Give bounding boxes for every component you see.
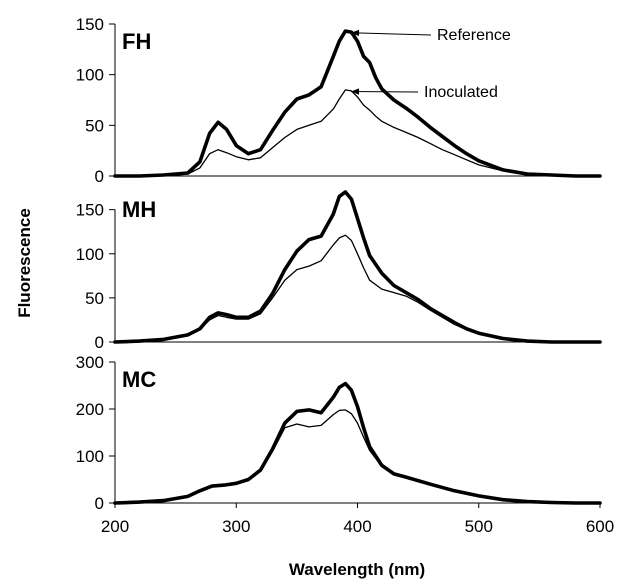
panel-label-mh: MH bbox=[122, 197, 156, 222]
y-tick-label-fh: 150 bbox=[76, 15, 104, 34]
annotation-label-reference: Reference bbox=[437, 27, 511, 44]
x-tick-label: 500 bbox=[465, 517, 493, 536]
series-line-inoculated-fh bbox=[114, 89, 601, 177]
x-axis-title: Wavelength (nm) bbox=[289, 560, 425, 579]
y-tick-label-mc: 100 bbox=[76, 447, 104, 466]
x-tick-label: 200 bbox=[101, 517, 129, 536]
series-line-reference-mh bbox=[113, 190, 602, 344]
x-tick-label: 600 bbox=[586, 517, 614, 536]
y-axis-title: Fluorescence bbox=[15, 208, 34, 318]
panel-mc: 0 100 200 300 200 300 400 500 600 MC bbox=[76, 353, 615, 536]
series-line-inoculated-mc bbox=[114, 409, 601, 504]
panel-label-fh: FH bbox=[122, 29, 151, 54]
y-tick-label-mc: 300 bbox=[76, 353, 104, 372]
panel-fh: 0 50 100 150 FH Reference Inoculated bbox=[76, 15, 602, 186]
x-tick-label: 300 bbox=[222, 517, 250, 536]
panels: 0 50 100 150 FH Reference Inoculated 0 50 100 150 M… bbox=[76, 15, 615, 536]
y-tick-label-fh: 0 bbox=[95, 167, 104, 186]
series-line-reference-fh bbox=[113, 29, 602, 178]
x-tick-label: 400 bbox=[343, 517, 371, 536]
y-tick-label-fh: 50 bbox=[85, 116, 104, 135]
annotation-arrow-reference bbox=[350, 32, 432, 36]
y-tick-label-mc: 200 bbox=[76, 400, 104, 419]
y-tick-label-mh: 50 bbox=[85, 289, 104, 308]
annotation-arrowhead-reference bbox=[351, 29, 360, 37]
y-tick-label-mh: 100 bbox=[76, 245, 104, 264]
panel-mh: 0 50 100 150 MH bbox=[76, 190, 602, 352]
annotation-label-inoculated: Inoculated bbox=[424, 84, 498, 101]
y-tick-label-mh: 0 bbox=[95, 333, 104, 352]
y-tick-label-mh: 150 bbox=[76, 201, 104, 220]
y-tick-label-mc: 0 bbox=[95, 494, 104, 513]
annotation-arrowhead-inoculated bbox=[351, 88, 360, 95]
annotation-arrow-inoculated bbox=[351, 90, 419, 93]
series-line-reference-mc bbox=[113, 381, 602, 505]
panel-label-mc: MC bbox=[122, 367, 156, 392]
y-tick-label-fh: 100 bbox=[76, 66, 104, 85]
series-line-inoculated-mh bbox=[114, 234, 601, 343]
